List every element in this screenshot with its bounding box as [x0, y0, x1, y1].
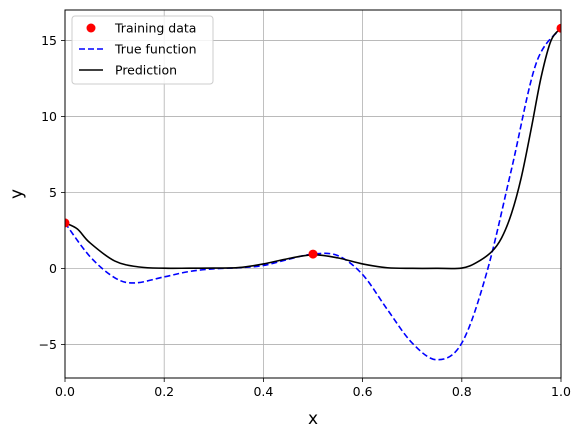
training-data-point [556, 23, 561, 33]
y-tick-label: −5 [39, 337, 57, 352]
prediction-line [65, 27, 561, 270]
legend-marker-training-data [86, 23, 96, 33]
x-tick-label: 0.6 [353, 384, 373, 399]
legend-label-true-function: True function [114, 42, 197, 57]
plot-series [65, 23, 561, 361]
legend-label-prediction: Prediction [115, 63, 177, 78]
y-tick-label: 5 [49, 185, 57, 200]
y-tick-label: 15 [41, 33, 57, 48]
x-tick-label: 1.0 [551, 384, 571, 399]
y-tick-label: 10 [41, 109, 57, 124]
training-data-point [308, 249, 318, 259]
legend-label-training-data: Training data [114, 21, 196, 36]
x-tick-label: 0.4 [253, 384, 273, 399]
x-tick-label: 0.0 [55, 384, 75, 399]
x-axis-label: x [308, 409, 318, 429]
y-tick-label: 0 [49, 261, 57, 276]
training-data-point [65, 218, 70, 228]
legend-box [71, 15, 214, 85]
legend: Training data True function Prediction [71, 15, 214, 85]
true-function-line [65, 27, 561, 361]
x-tick-label: 0.8 [452, 384, 472, 399]
y-axis-label: y [7, 189, 27, 199]
x-tick-label: 0.2 [154, 384, 174, 399]
plot-frame [64, 9, 562, 379]
axis-ticks: 0.0 0.2 0.4 0.6 0.8 1.0 −5 0 5 10 15 [39, 33, 571, 399]
